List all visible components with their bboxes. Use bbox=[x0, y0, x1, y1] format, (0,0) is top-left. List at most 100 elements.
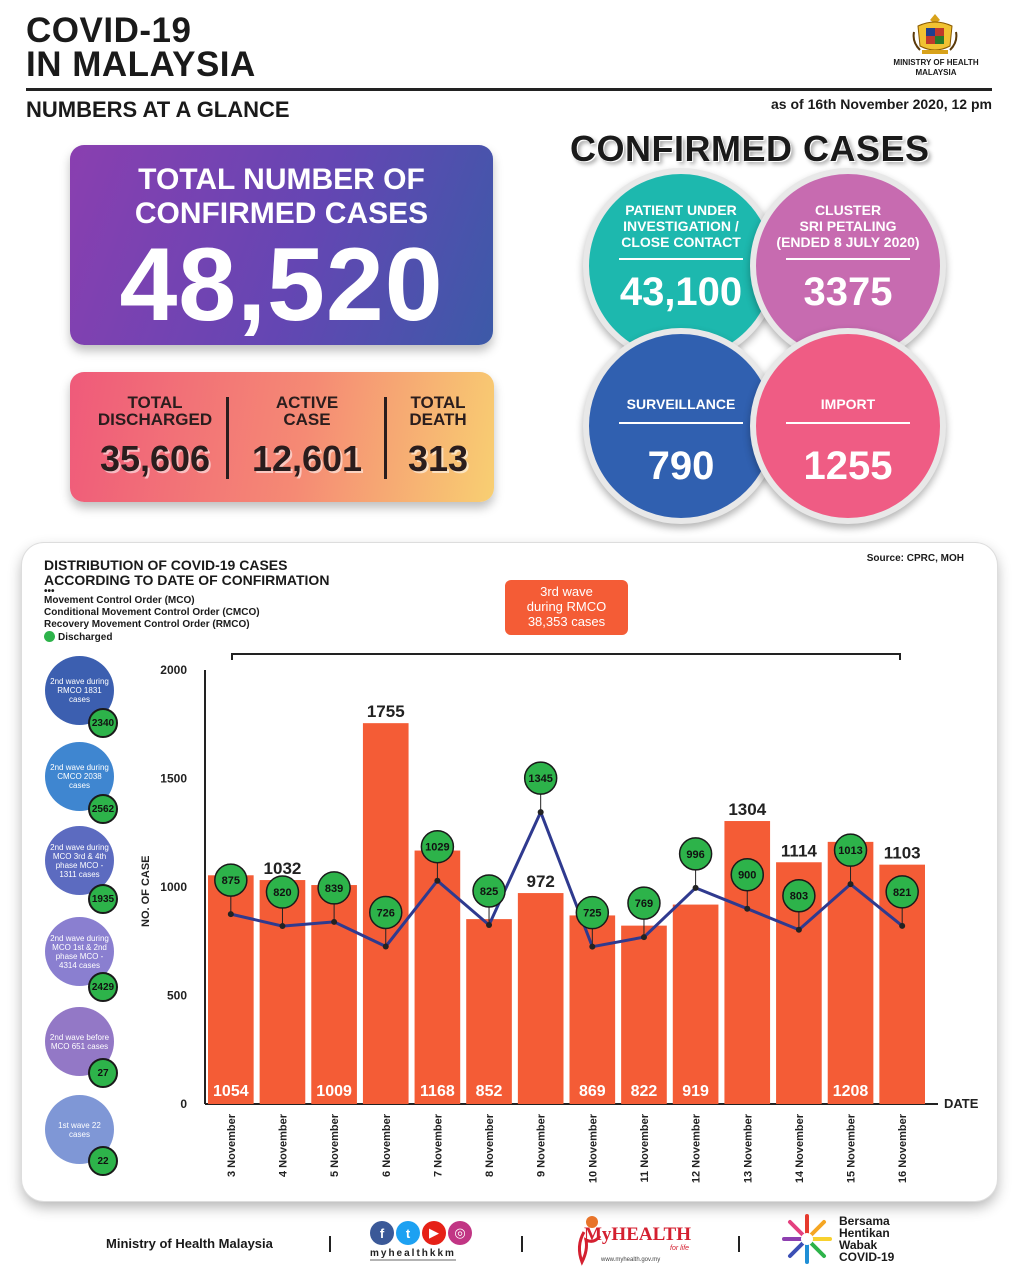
cluster-label-3: (ENDED 8 JULY 2020) bbox=[766, 234, 930, 250]
cluster-divider bbox=[786, 258, 910, 260]
discharged-stat: TOTAL DISCHARGED 35,606 bbox=[80, 394, 230, 480]
bar-value-label: 919 bbox=[682, 1083, 709, 1100]
import-label: IMPORT bbox=[766, 396, 930, 412]
discharged-value-label: 1013 bbox=[838, 845, 862, 857]
cluster-label-1: CLUSTER bbox=[766, 202, 930, 218]
y-tick-label: 500 bbox=[167, 989, 187, 1003]
page-subtitle: NUMBERS AT A GLANCE bbox=[26, 97, 290, 123]
confirmed-cases-title: CONFIRMED CASES bbox=[570, 128, 930, 170]
y-tick-label: 1500 bbox=[160, 772, 187, 786]
myhealth-url[interactable]: www.myhealth.gov.my bbox=[601, 1257, 660, 1263]
death-label-1: TOTAL bbox=[390, 394, 486, 411]
discharged-value-label: 726 bbox=[377, 907, 395, 919]
chart-source: Source: CPRC, MOH bbox=[867, 553, 964, 564]
y-axis-title: NO. OF CASE bbox=[140, 855, 152, 927]
wave-box-line-2: during RMCO bbox=[505, 599, 628, 614]
x-tick-label: 3 November bbox=[226, 1113, 238, 1177]
discharged-value-label: 803 bbox=[790, 891, 808, 903]
bar-value-label: 1009 bbox=[316, 1083, 352, 1100]
title-line-2: IN MALAYSIA bbox=[26, 48, 256, 82]
bar bbox=[673, 905, 719, 1104]
x-tick-label: 4 November bbox=[277, 1113, 289, 1177]
discharged-value-label: 1345 bbox=[528, 773, 552, 785]
x-tick-label: 8 November bbox=[484, 1113, 496, 1177]
legend-mco: Movement Control Order (MCO) bbox=[44, 595, 260, 607]
header-divider bbox=[26, 88, 992, 91]
bar-value-label: 852 bbox=[476, 1083, 503, 1100]
total-confirmed-label: TOTAL NUMBER OF CONFIRMED CASES bbox=[70, 163, 493, 231]
wave-bracket bbox=[232, 654, 900, 660]
summary-divider bbox=[384, 397, 387, 479]
discharged-value-label: 725 bbox=[583, 908, 601, 920]
myhealth-logo: MyHEALTH bbox=[584, 1224, 691, 1246]
cluster-label-2: SRI PETALING bbox=[766, 218, 930, 234]
discharged-value-label: 821 bbox=[893, 887, 911, 899]
page-title: COVID-19 IN MALAYSIA bbox=[26, 14, 256, 82]
footer-separator bbox=[738, 1236, 740, 1252]
surveillance-label: SURVEILLANCE bbox=[599, 396, 763, 412]
discharged-value-label: 769 bbox=[635, 898, 653, 910]
x-tick-label: 10 November bbox=[587, 1113, 599, 1183]
bar-value-label: 1054 bbox=[213, 1083, 249, 1100]
bar-value-label: 1168 bbox=[420, 1083, 455, 1100]
bar-value-label: 869 bbox=[579, 1083, 606, 1100]
third-wave-box: 3rd wave during RMCO 38,353 cases bbox=[505, 580, 628, 635]
facebook-icon[interactable]: f bbox=[370, 1221, 394, 1245]
x-axis-title: DATE bbox=[944, 1096, 979, 1111]
title-line-1: COVID-19 bbox=[26, 14, 256, 48]
summary-divider bbox=[226, 397, 229, 479]
bar bbox=[466, 919, 512, 1104]
twitter-icon[interactable]: t bbox=[396, 1221, 420, 1245]
active-label: ACTIVE CASE bbox=[232, 394, 382, 428]
discharged-label-2: DISCHARGED bbox=[80, 411, 230, 428]
bar-value-label: 1755 bbox=[367, 702, 405, 721]
total-confirmed-value: 48,520 bbox=[70, 233, 493, 337]
bar bbox=[415, 851, 461, 1104]
footer-separator bbox=[329, 1236, 331, 1252]
discharged-label: TOTAL DISCHARGED bbox=[80, 394, 230, 428]
x-tick-label: 6 November bbox=[381, 1113, 393, 1177]
y-tick-label: 0 bbox=[180, 1097, 187, 1111]
bersama-slogan: Bersama Hentikan Wabak COVID-19 bbox=[839, 1215, 894, 1263]
death-label: TOTAL DEATH bbox=[390, 394, 486, 428]
youtube-icon[interactable]: ▶ bbox=[422, 1221, 446, 1245]
active-value: 12,601 bbox=[232, 438, 382, 480]
death-label-2: DEATH bbox=[390, 411, 486, 428]
x-tick-label: 5 November bbox=[329, 1113, 341, 1177]
x-tick-label: 13 November bbox=[742, 1113, 754, 1183]
pui-label: PATIENT UNDER INVESTIGATION / CLOSE CONT… bbox=[599, 202, 763, 250]
x-tick-label: 14 November bbox=[794, 1113, 806, 1183]
instagram-icon[interactable]: ◎ bbox=[448, 1221, 472, 1245]
ministry-line-2: MALAYSIA bbox=[880, 68, 992, 78]
active-label-2: CASE bbox=[232, 411, 382, 428]
death-stat: TOTAL DEATH 313 bbox=[390, 394, 486, 480]
surveillance-value: 790 bbox=[589, 444, 773, 489]
legend-cmco: Conditional Movement Control Order (CMCO… bbox=[44, 607, 260, 619]
bersama-burst-icon bbox=[780, 1212, 834, 1266]
bar-value-label: 1208 bbox=[833, 1083, 869, 1100]
discharged-value-label: 1029 bbox=[425, 842, 449, 854]
myhealth-tagline: for life bbox=[670, 1245, 689, 1252]
chart-title-line-1: DISTRIBUTION OF COVID-19 CASES bbox=[44, 558, 329, 573]
bar bbox=[518, 893, 564, 1104]
pui-divider bbox=[619, 258, 743, 260]
import-value: 1255 bbox=[756, 444, 940, 489]
legend-rmco: Recovery Movement Control Order (RMCO) bbox=[44, 619, 260, 631]
y-tick-label: 1000 bbox=[160, 880, 187, 894]
active-label-1: ACTIVE bbox=[232, 394, 382, 411]
as-of-date: as of 16th November 2020, 12 pm bbox=[771, 96, 992, 112]
total-label-line-1: TOTAL NUMBER OF bbox=[70, 163, 493, 197]
bar-value-label: 1114 bbox=[781, 841, 817, 860]
discharged-value-label: 996 bbox=[686, 849, 704, 861]
bersama-line-4: COVID-19 bbox=[839, 1251, 894, 1263]
death-value: 313 bbox=[390, 438, 486, 480]
pui-value: 43,100 bbox=[589, 270, 773, 315]
chart-legend: ••• Movement Control Order (MCO) Conditi… bbox=[44, 589, 260, 644]
total-label-line-2: CONFIRMED CASES bbox=[70, 197, 493, 231]
discharged-value: 35,606 bbox=[80, 438, 230, 480]
bar-value-label: 822 bbox=[631, 1083, 658, 1100]
cluster-label: CLUSTER SRI PETALING (ENDED 8 JULY 2020) bbox=[766, 202, 930, 250]
ministry-crest-icon bbox=[912, 12, 958, 56]
ministry-name: MINISTRY OF HEALTH MALAYSIA bbox=[880, 58, 992, 78]
social-handle[interactable]: myhealthkkm bbox=[370, 1248, 456, 1261]
